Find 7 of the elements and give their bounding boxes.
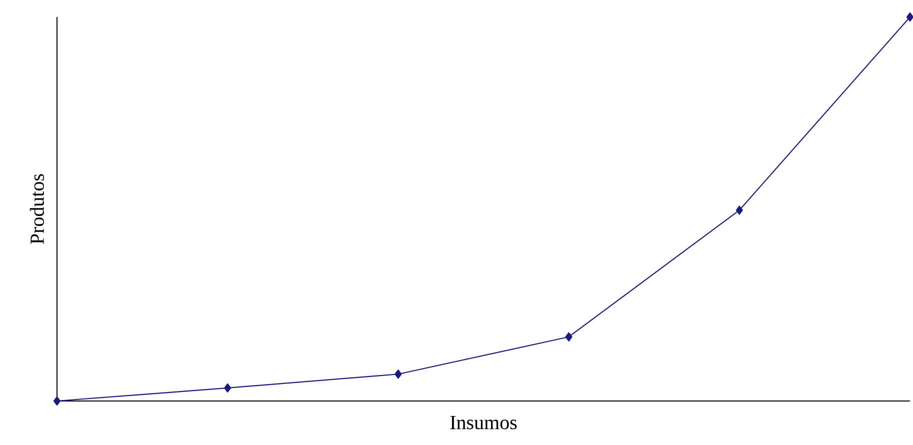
point bbox=[53, 396, 61, 406]
x-axis-title: Insumos bbox=[450, 416, 517, 430]
point bbox=[224, 383, 232, 392]
point bbox=[565, 332, 572, 342]
point bbox=[736, 206, 743, 215]
y-axis-title: Produtos bbox=[30, 174, 44, 244]
point bbox=[394, 370, 402, 379]
